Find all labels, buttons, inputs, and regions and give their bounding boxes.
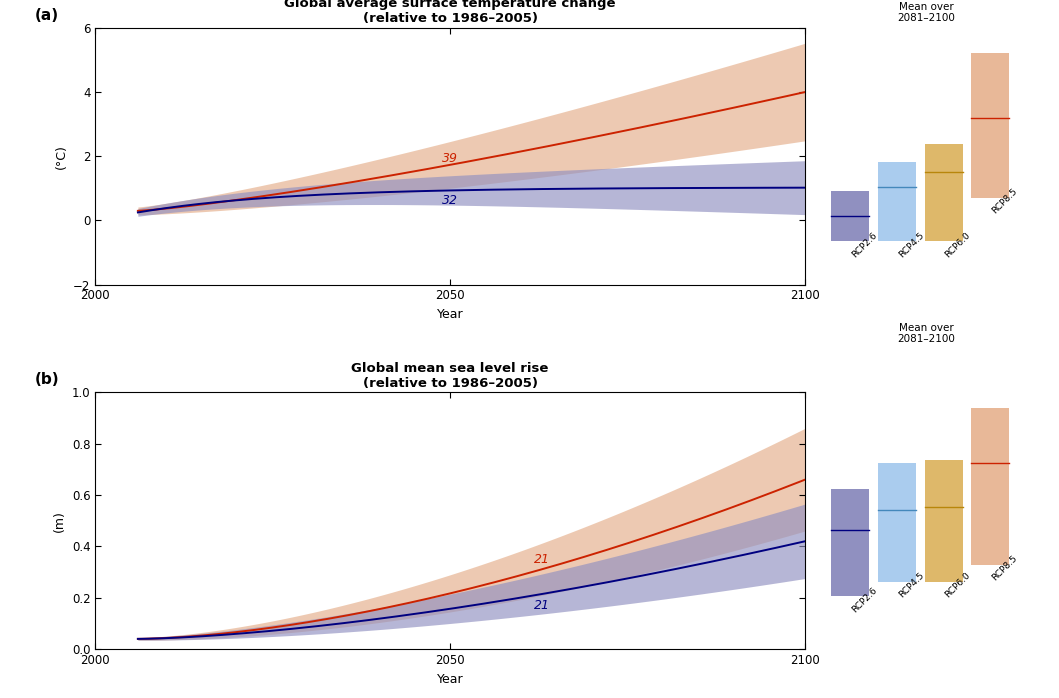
Text: (a): (a) (35, 8, 59, 23)
Y-axis label: (°C): (°C) (54, 144, 68, 169)
Text: 32: 32 (442, 194, 459, 207)
Text: RCP2.6: RCP2.6 (850, 586, 879, 614)
Text: RCP2.6: RCP2.6 (850, 230, 879, 259)
Bar (925, 460, 963, 582)
Text: 21: 21 (535, 600, 551, 612)
Bar (831, 191, 869, 242)
Text: 21: 21 (535, 553, 551, 566)
Text: RCP8.5: RCP8.5 (990, 554, 1019, 583)
X-axis label: Year: Year (436, 673, 464, 685)
Text: RCP4.5: RCP4.5 (897, 571, 926, 600)
Text: RCP4.5: RCP4.5 (897, 230, 926, 259)
Title: Global mean sea level rise
(relative to 1986–2005): Global mean sea level rise (relative to … (352, 362, 549, 390)
Title: Global average surface temperature change
(relative to 1986–2005): Global average surface temperature chang… (284, 0, 616, 25)
Text: (b): (b) (35, 372, 59, 387)
Bar (878, 162, 916, 242)
Text: RCP6.0: RCP6.0 (944, 230, 972, 259)
Text: Mean over
2081–2100: Mean over 2081–2100 (898, 322, 955, 344)
Bar (878, 463, 916, 582)
Text: 39: 39 (442, 151, 459, 165)
Bar (971, 53, 1009, 198)
Bar (971, 408, 1009, 565)
Bar (925, 144, 963, 242)
Bar (831, 489, 869, 596)
Text: Mean over
2081–2100: Mean over 2081–2100 (898, 1, 955, 23)
X-axis label: Year: Year (436, 308, 464, 321)
Text: RCP6.0: RCP6.0 (944, 571, 972, 600)
Y-axis label: (m): (m) (53, 510, 67, 532)
Text: RCP8.5: RCP8.5 (990, 187, 1019, 216)
